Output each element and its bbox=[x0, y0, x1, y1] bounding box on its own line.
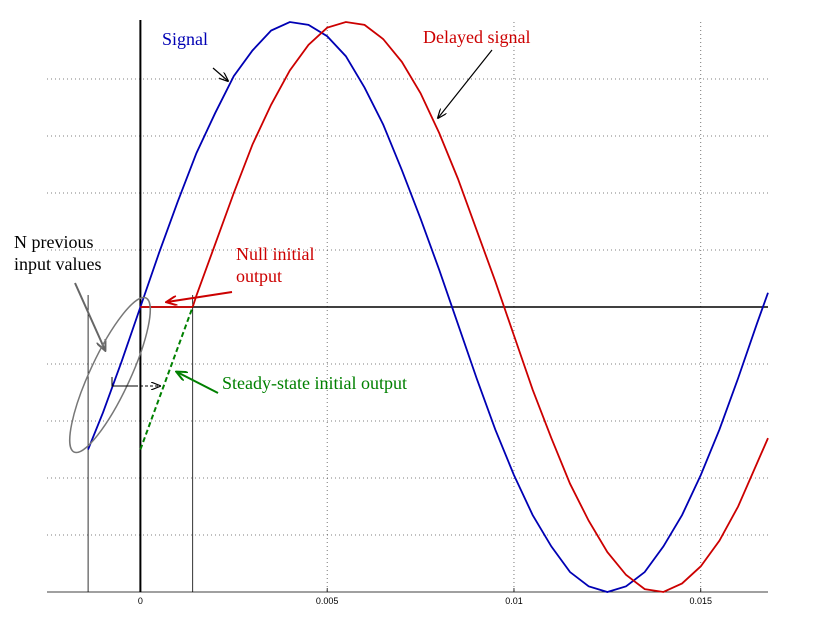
arrow bbox=[212, 67, 228, 81]
arrow bbox=[167, 291, 233, 302]
series-label: Steady-state initial output bbox=[222, 373, 407, 393]
arrow bbox=[111, 377, 135, 387]
grid: 0 0.005 0.01 0.015 bbox=[47, 20, 768, 606]
series-label: Signal bbox=[162, 29, 209, 49]
ellipse bbox=[69, 296, 151, 454]
arrow bbox=[177, 372, 219, 394]
arrow bbox=[74, 282, 105, 350]
series-line bbox=[191, 21, 769, 593]
annotation: N previous input values bbox=[14, 232, 102, 274]
series-label: Delayed signal bbox=[423, 27, 531, 47]
x-tick-label: 0.005 bbox=[316, 596, 339, 606]
series-line bbox=[139, 306, 194, 450]
x-tick-label: 0.01 bbox=[505, 596, 523, 606]
series bbox=[87, 21, 769, 593]
annotation-arrows bbox=[69, 49, 493, 454]
x-tick-label: 0.015 bbox=[689, 596, 712, 606]
x-tick-label: 0 bbox=[138, 596, 143, 606]
arrow bbox=[438, 49, 493, 118]
series-label: Null initial output bbox=[236, 244, 315, 286]
series-line bbox=[87, 21, 769, 593]
